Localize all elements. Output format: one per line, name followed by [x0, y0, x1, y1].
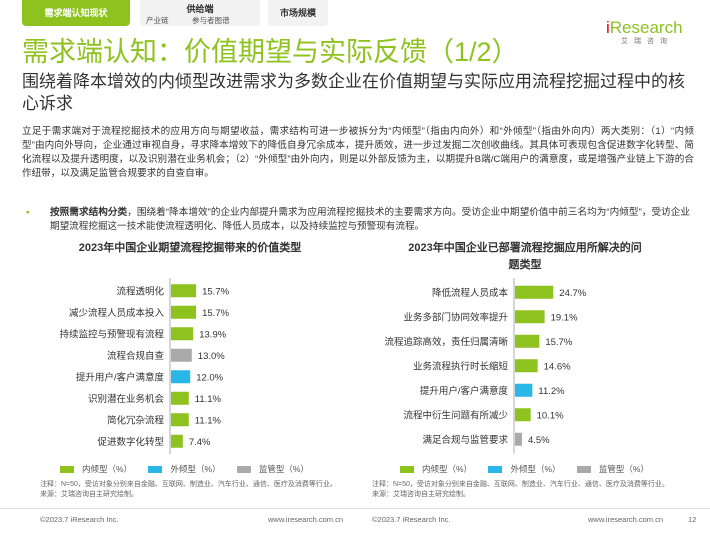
bar: [515, 359, 538, 373]
note-left: 注释：N=50，受访对象分别来自金融、互联网、制造业、汽车行业、通信、医疗及消费…: [40, 481, 337, 498]
category-label: 降低流程人员成本: [432, 287, 509, 299]
bar: [171, 434, 183, 448]
page-subtitle: 围绕着降本增效的内倾型改进需求为多数企业在价值期望与实际应用流程挖掘过程中的核心…: [22, 72, 685, 113]
bar-value-label: 19.1%: [551, 312, 578, 323]
bar-value-label: 7.4%: [189, 437, 211, 448]
bar-value-label: 11.1%: [195, 415, 222, 426]
footer: ©2023.7 iResearch Inc. www.iresearch.com…: [0, 508, 710, 533]
bar: [515, 432, 522, 446]
footer-copyright-right: ©2023.7 iResearch Inc.: [372, 515, 451, 524]
category-label: 流程透明化: [116, 285, 164, 297]
bar: [171, 305, 197, 319]
chart-left-title: 2023年中国企业期望流程挖掘带来的价值类型: [78, 242, 302, 254]
category-label: 业务流程执行时长缩短: [413, 360, 509, 372]
bar: [515, 408, 531, 422]
chart-right: 降低流程人员成本 24.7% 业务多部门协同效率提升 19.1% 流程追踪高效，责任归属…: [384, 278, 587, 454]
bar-value-label: 10.1%: [537, 410, 564, 421]
bar-value-label: 15.7%: [202, 308, 229, 319]
bar-value-label: 4.5%: [528, 435, 550, 446]
bullet-text: 按照需求结构分类，围绕着“降本增效”的企业内部提升需求为应用流程挖掘技术的主要需…: [50, 206, 690, 234]
bar: [171, 413, 189, 427]
bar: [171, 327, 194, 341]
category-label: 业务多部门协同效率提升: [403, 311, 508, 323]
chart-right-title: 2023年中国企业已部署流程挖掘应用所解决的问题类型: [408, 242, 642, 271]
category-label: 满足合规与监管要求: [422, 434, 508, 446]
chart-left: 流程透明化 15.7% 减少流程人员成本投入 15.7% 持续监控与预警现有流程 13.9…: [59, 278, 230, 454]
category-label: 提升用户/客户满意度: [420, 385, 509, 397]
category-label: 持续监控与预警现有流程: [59, 328, 164, 340]
category-label: 简化冗杂流程: [107, 414, 165, 426]
legend-right: 内倾型（%） 外倾型（%） 监管型（%）: [400, 463, 663, 475]
bar: [171, 370, 191, 384]
legend-swatch-inner: [60, 466, 74, 474]
legend-right-reg: 监管型（%）: [576, 464, 649, 474]
bar: [515, 334, 540, 348]
bar-value-label: 13.0%: [198, 351, 225, 362]
tab-supply[interactable]: 供给端 产业链 参与者图谱: [140, 0, 260, 26]
top-nav: 需求端认知现状 供给端 产业链 参与者图谱 市场规模: [0, 0, 710, 26]
bar-value-label: 11.2%: [538, 386, 565, 397]
category-label: 流程合规自查: [107, 350, 165, 362]
bar-value-label: 14.6%: [544, 361, 571, 372]
tab-demand-status[interactable]: 需求端认知现状: [22, 0, 130, 26]
legend-left-outer: 外倾型（%）: [148, 464, 221, 474]
page-title: 需求端认知：价值期望与实际反馈（1/2）: [22, 37, 519, 67]
bar-value-label: 13.9%: [199, 329, 226, 340]
legend-swatch-outer: [488, 466, 503, 474]
bar: [171, 284, 197, 298]
bullet-body: ，围绕着“降本增效”的企业内部提升需求为应用流程挖掘技术的主要需求方向。受访企业…: [50, 207, 691, 232]
bar-value-label: 15.7%: [202, 286, 229, 297]
bar: [171, 391, 189, 405]
body-paragraph: 立足于需求端对于流程挖掘技术的应用方向与期望收益，需求结构可进一步被拆分为“内倾…: [22, 126, 694, 179]
tab-participant-map[interactable]: 参与者图谱: [192, 16, 230, 25]
legend-right-outer: 外倾型（%）: [488, 464, 561, 474]
category-label: 识别潜在业务机会: [88, 393, 165, 405]
footer-url-left[interactable]: www.iresearch.com.cn: [268, 515, 344, 524]
legend-left-reg: 监管型（%）: [236, 464, 309, 474]
tab-market-size[interactable]: 市场规模: [268, 0, 328, 26]
legend-left-inner: 内倾型（%）: [60, 464, 132, 474]
legend-right-inner: 内倾型（%）: [400, 464, 472, 474]
tab-supply-label: 供给端: [186, 4, 214, 14]
logo-wordmark: iResearch: [606, 18, 683, 37]
bar: [515, 383, 533, 397]
iresearch-logo: iResearch 艾瑞咨询: [606, 18, 700, 45]
note-right: 注释：N=50，受访对象分别来自金融、互联网、制造业、汽车行业、通信、医疗及消费…: [372, 481, 669, 498]
bar-value-label: 15.7%: [545, 337, 572, 348]
bullet-bold: 按照需求结构分类: [50, 207, 128, 218]
page-number: 12: [688, 515, 697, 524]
logo-cn: 艾瑞咨询: [621, 38, 673, 45]
bullet-dot: •: [26, 207, 30, 218]
category-label: 提升用户/客户满意度: [76, 371, 165, 383]
bar: [171, 348, 192, 362]
bar-value-label: 24.7%: [559, 288, 586, 299]
tab-supply-chain[interactable]: 产业链: [146, 16, 169, 25]
bar: [515, 285, 554, 299]
footer-copyright-left: ©2023.7 iResearch Inc.: [40, 515, 119, 524]
legend-swatch-inner: [400, 466, 414, 474]
legend-left: 内倾型（%） 外倾型（%） 监管型（%）: [60, 463, 323, 475]
category-label: 促进数字化转型: [97, 436, 164, 448]
footer-url-right[interactable]: www.iresearch.com.cn: [588, 515, 664, 524]
bar: [515, 310, 545, 324]
legend-swatch-reg: [236, 466, 251, 474]
bar-value-label: 11.1%: [195, 394, 222, 405]
legend-swatch-reg: [576, 466, 591, 474]
bar-value-label: 12.0%: [196, 372, 223, 383]
category-label: 减少流程人员成本投入: [69, 307, 165, 319]
category-label: 流程中衍生问题有所减少: [403, 409, 508, 421]
legend-swatch-outer: [148, 466, 163, 474]
category-label: 流程追踪高效，责任归属清晰: [384, 336, 508, 348]
